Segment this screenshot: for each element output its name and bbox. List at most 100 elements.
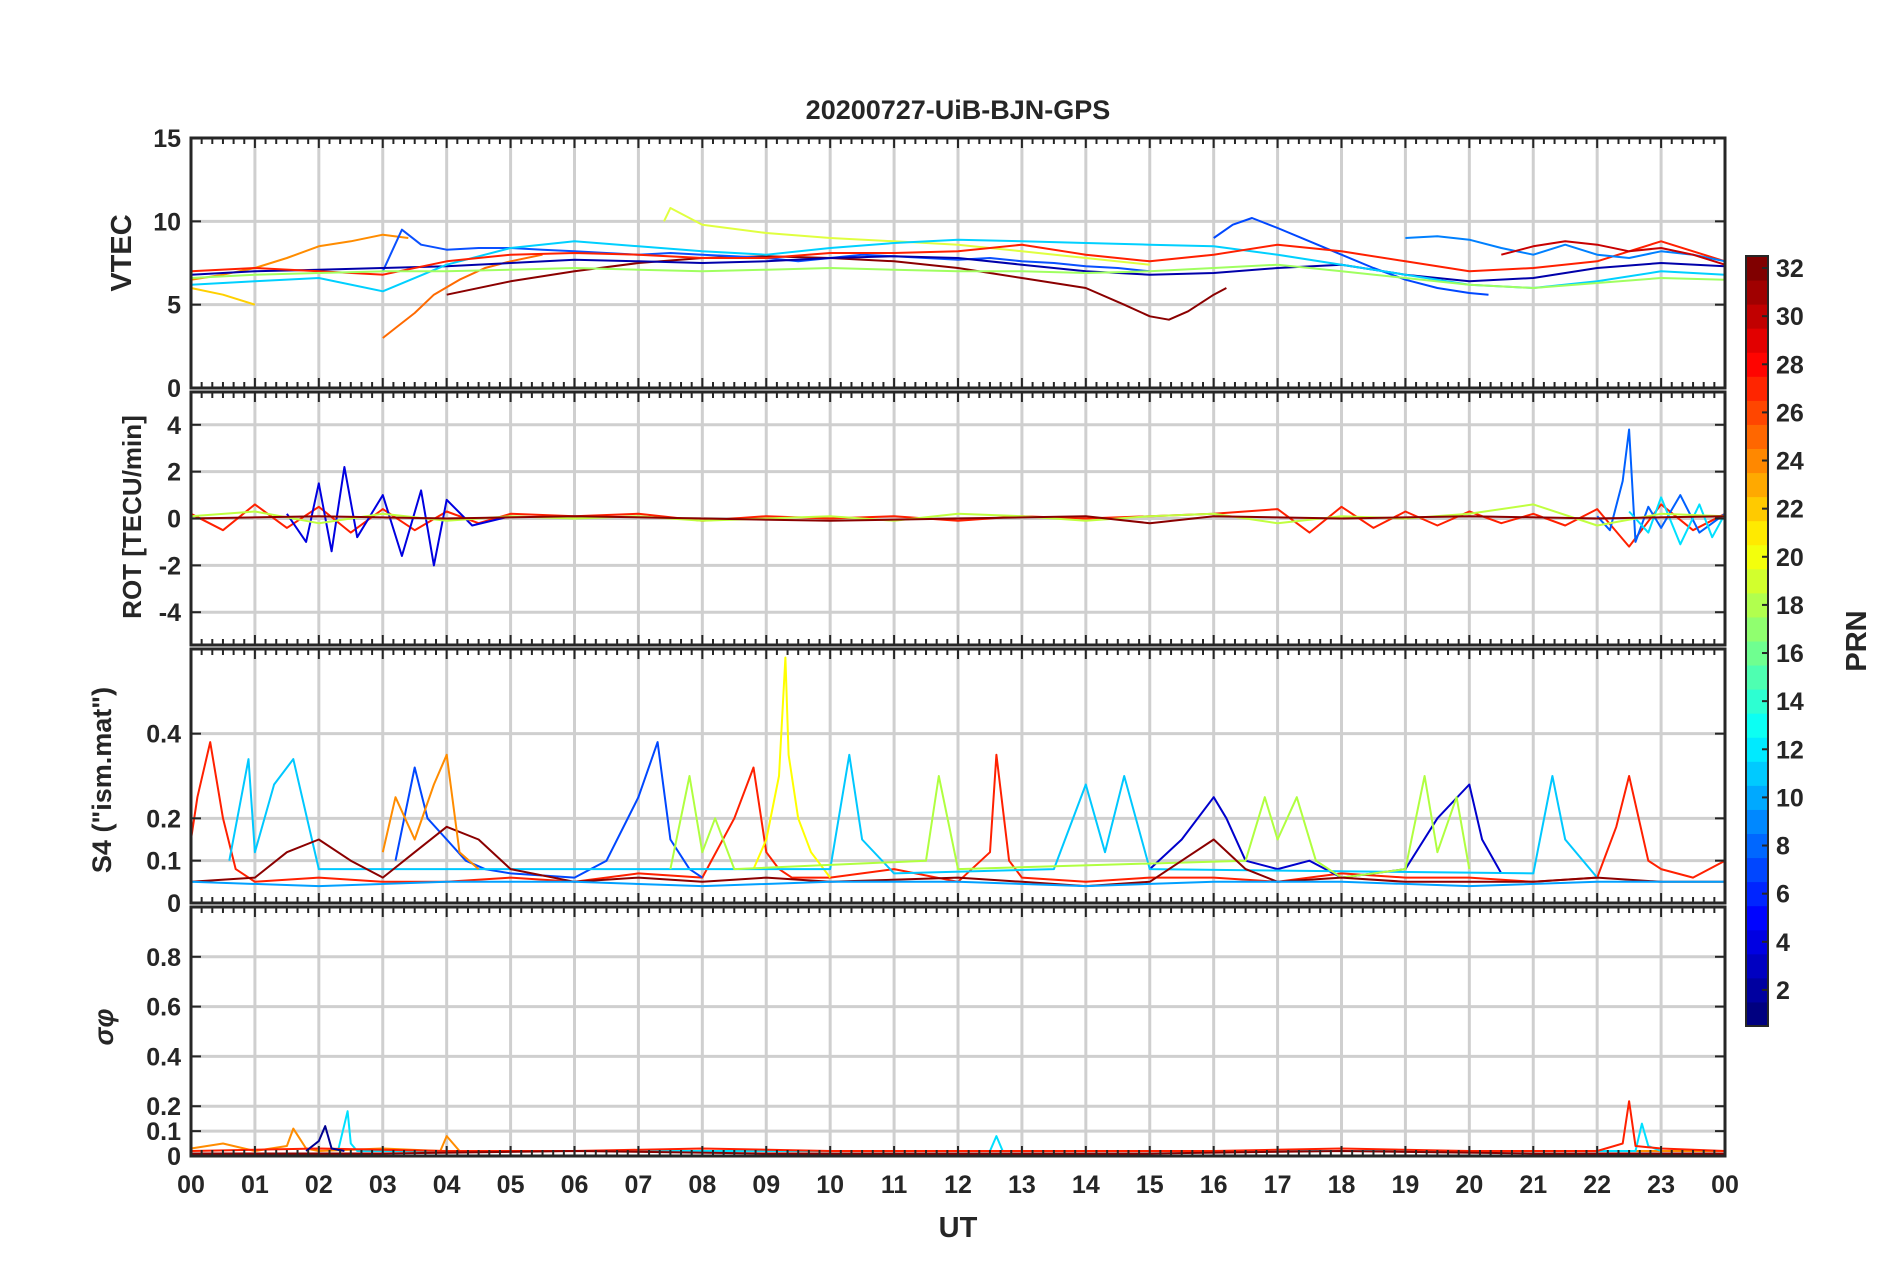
series-line-prn-18 [190,503,1726,527]
panel-frame [189,647,1727,905]
series-line-prn-31 [446,255,1227,321]
series-line-prn-20 [752,656,831,879]
colorbar-tick-label: 20 [1776,544,1804,572]
x-tick-label: 06 [561,1171,589,1199]
y-tick-label: 0.2 [146,805,181,833]
colorbar-swatch [1746,280,1768,305]
colorbar-swatch [1746,761,1768,786]
x-tick-label: 23 [1647,1171,1675,1199]
x-tick-label: 19 [1392,1171,1420,1199]
series-line-prn-9 [1405,235,1726,263]
x-tick-label: 04 [433,1171,461,1199]
colorbar-tick-label: 14 [1776,688,1804,716]
series-line-prn-5 [394,741,703,879]
colorbar-tick-label: 32 [1776,255,1804,283]
panel-sigma_phi: 00.10.2 0.4 0.6 0.8 [146,905,1727,1171]
colorbar-swatch [1746,448,1768,474]
panel-frame [189,390,1727,647]
x-tick-label: 20 [1455,1171,1483,1199]
y-tick-label: -4 [159,599,181,627]
colorbar-label: PRN [1841,610,1873,671]
x-axis: 00 01 02 03 04 05 06 07 08 09 10 11 12 13 14 15 16 17 18 19… [177,1171,1739,1199]
colorbar-swatch [1746,929,1768,955]
chart-title: 20200727-UiB-BJN-GPS [806,95,1111,125]
y-axis-label-sigma-phi: σφ [89,1009,119,1046]
y-tick-label: 2 [167,459,181,487]
series-line-prn-2 [190,255,1726,283]
x-tick-label: 13 [1008,1171,1036,1199]
colorbar-tick-label: 10 [1776,784,1804,812]
colorbar-swatch [1746,977,1768,1003]
x-axis-label: UT [939,1212,978,1244]
colorbar-swatch [1746,857,1768,883]
series-line-prn-2 [305,1125,345,1152]
x-tick-label: 21 [1519,1171,1547,1199]
colorbar-tick-label: 8 [1776,833,1790,861]
colorbar-tick-label: 28 [1776,351,1804,379]
series-line-prn-29 [1501,240,1726,266]
colorbar-tick-label: 30 [1776,303,1804,331]
x-tick-label: 18 [1328,1171,1356,1199]
x-tick-label: 14 [1072,1171,1100,1199]
y-tick-label: 0 [167,890,181,918]
x-tick-label: 15 [1136,1171,1164,1199]
y-tick-label: 10 [153,208,181,236]
x-tick-label: 22 [1583,1171,1611,1199]
y-tick-label: 0.1 [146,848,181,876]
colorbar-tick-label: 12 [1776,736,1804,764]
x-tick-label: 11 [881,1171,908,1199]
colorbar-swatch [1746,737,1768,762]
x-tick-label: 09 [752,1171,780,1199]
series-line-prn-5 [1213,217,1489,296]
series-line-prn-19 [663,207,1150,266]
colorbar-swatch [1746,665,1768,690]
colorbar-swatch [1746,809,1768,834]
colorbar-swatch [1746,352,1768,377]
colorbar-swatch [1746,592,1768,618]
x-tick-label: 00 [1711,1171,1739,1199]
y-tick-label: 0.1 [146,1118,181,1146]
colorbar-swatch [1746,785,1768,810]
y-axis-label-rot: ROT [TECU/min] [117,415,147,619]
x-tick-label: 10 [816,1171,844,1199]
panel-frame [189,905,1727,1158]
x-tick-label: 03 [369,1171,397,1199]
series-line-prn-13 [337,1110,1662,1152]
series-line-prn-24 [381,753,480,870]
panel-s4: 0 0.1 0.2 0.4 [146,647,1727,918]
colorbar-frame [1745,255,1769,1027]
colorbar-tick-label: 26 [1776,399,1804,427]
colorbar-swatch [1746,400,1768,425]
colorbar-swatch [1746,689,1768,714]
colorbar-swatch [1746,905,1768,931]
colorbar-swatch [1746,304,1768,329]
y-axis-label-vtec: VTEC [106,214,138,291]
colorbar-swatch [1746,544,1768,570]
y-tick-label: 0 [167,375,181,403]
series-line-prn-14 [228,753,1598,879]
x-tick-label: 00 [177,1171,205,1199]
colorbar-swatch [1746,713,1768,738]
y-tick-label: 0.8 [146,944,181,972]
series-line-prn-27 [190,240,1726,276]
y-tick-label: -2 [159,552,181,580]
panel-vtec: 0 5 10 15 [153,125,1727,403]
x-tick-label: 12 [944,1171,972,1199]
x-tick-label: 16 [1200,1171,1228,1199]
colorbar-gradient [1746,256,1768,1027]
y-tick-label: 0.2 [146,1093,181,1121]
colorbar-tick-label: 24 [1776,448,1804,476]
colorbar-tick-label: 18 [1776,592,1804,620]
y-tick-label: 15 [153,125,181,153]
y-tick-label: 5 [167,292,181,320]
colorbar-swatch [1746,881,1768,907]
x-tick-label: 07 [625,1171,653,1199]
x-tick-label: 08 [688,1171,716,1199]
colorbar-tick-label: 2 [1776,977,1790,1005]
series-line-prn-31 [190,825,1725,888]
y-tick-label: 0 [167,1143,181,1171]
series-line-prn-3 [286,466,511,567]
